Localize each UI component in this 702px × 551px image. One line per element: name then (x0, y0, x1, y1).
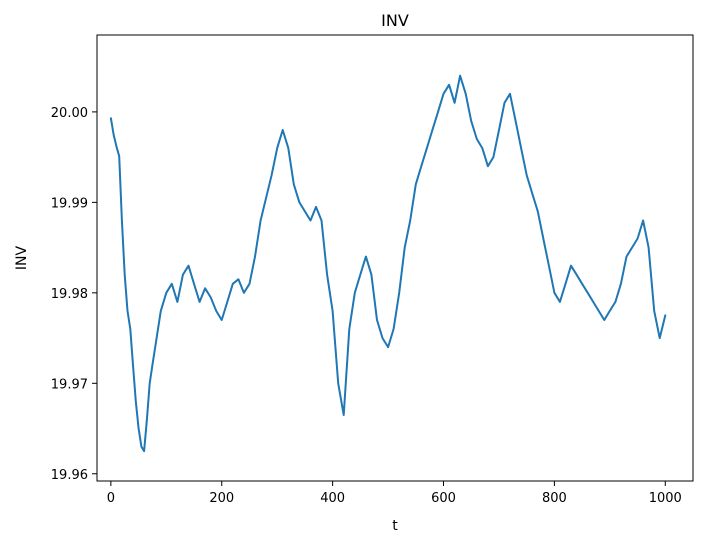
x-axis: 0 200 400 600 800 1000 (107, 481, 682, 506)
x-tick-label: 800 (542, 491, 567, 506)
y-axis: 19.96 19.97 19.98 19.99 20.00 (51, 106, 97, 483)
y-tick-label: 19.98 (51, 287, 88, 302)
x-tick-label: 200 (209, 491, 234, 506)
y-axis-label: INV (14, 245, 30, 270)
y-tick-label: 19.97 (51, 377, 88, 392)
plot-area (109, 74, 667, 453)
y-tick-label: 19.96 (51, 468, 88, 483)
x-axis-label: t (392, 518, 398, 534)
x-tick-label: 600 (431, 491, 456, 506)
chart-title: INV (381, 11, 409, 30)
y-tick-label: 20.00 (51, 106, 88, 121)
x-tick-label: 0 (107, 491, 115, 506)
y-tick-label: 19.99 (51, 196, 88, 211)
x-tick-label: 400 (320, 491, 345, 506)
axes-frame (96, 34, 694, 482)
inv-series-line (109, 74, 667, 453)
x-tick-label: 1000 (649, 491, 682, 506)
